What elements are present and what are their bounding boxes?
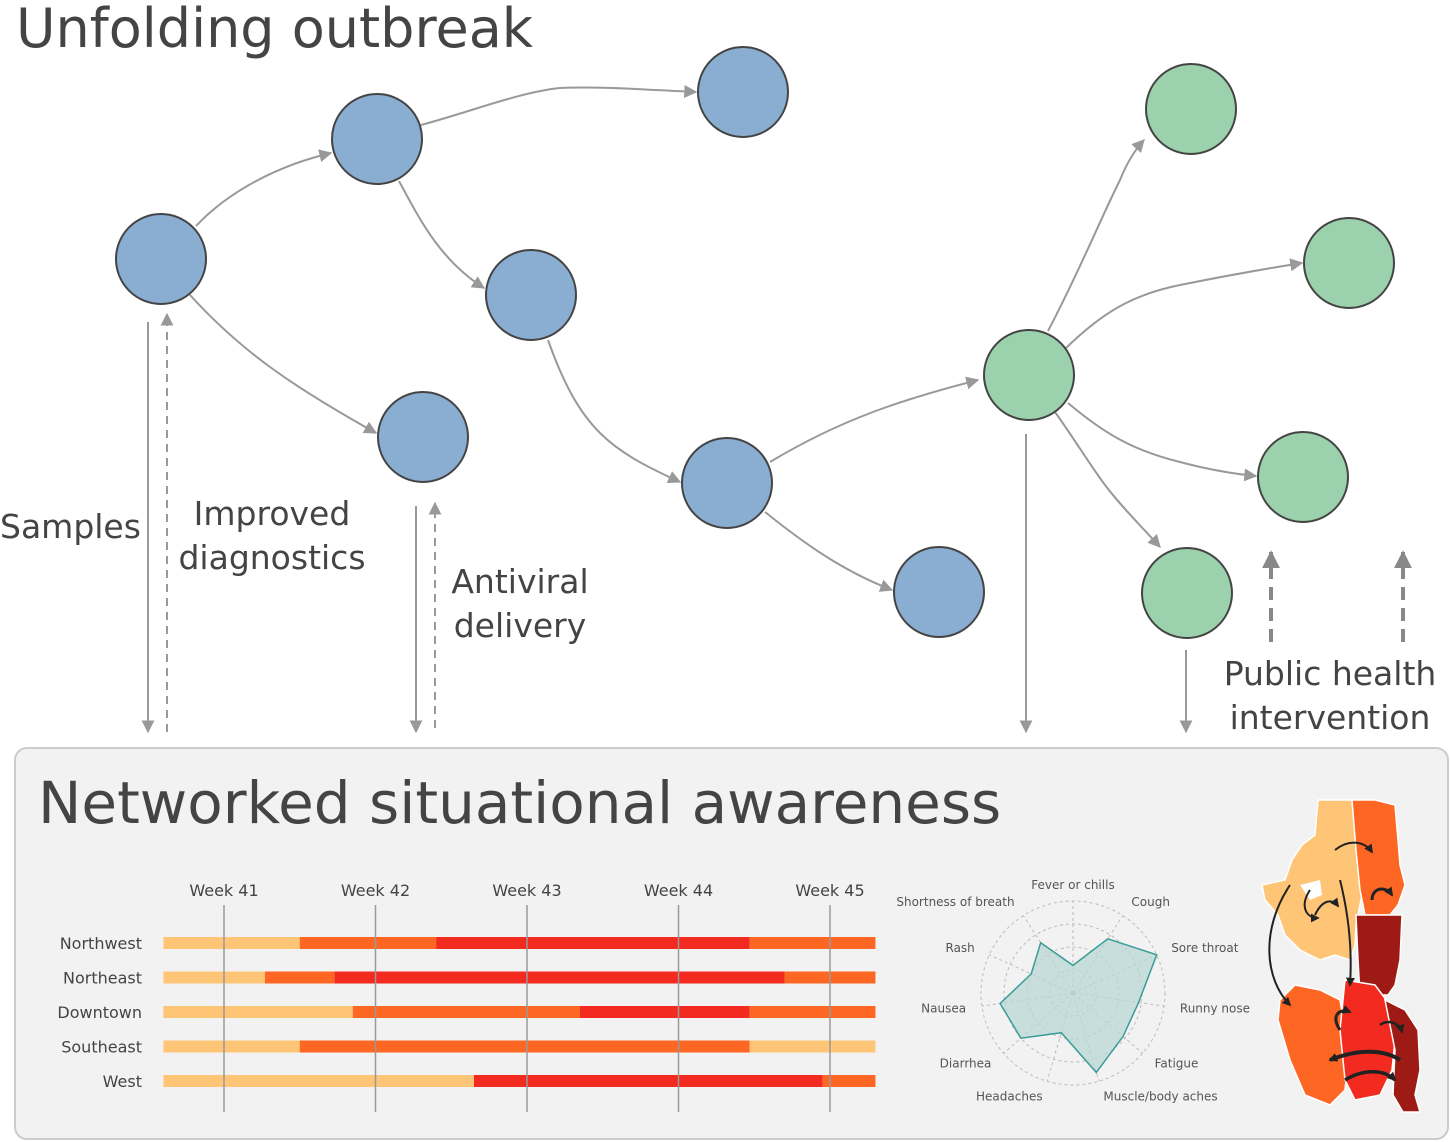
edge-n8-n9 [1047, 139, 1145, 332]
week-label: Week 42 [341, 881, 410, 900]
timeline-segment [749, 1040, 876, 1053]
timeline-row-label: Downtown [57, 1003, 142, 1022]
node-n1 [115, 213, 207, 305]
timeline-segment [352, 1006, 581, 1018]
network-edges [189, 84, 1304, 592]
map-flow-arrow-7 [1334, 1005, 1352, 1031]
edge-n2-n5 [398, 180, 486, 289]
timeline-segment [264, 971, 335, 984]
region-timeline-chart: Northwest Northeast Downtown Southeast West W… [57, 881, 876, 1112]
edge-n6-n7 [764, 511, 894, 592]
timeline-segment [163, 1006, 353, 1018]
map-flow-arrow-2 [1334, 841, 1374, 854]
radar-axis-label: Fever or chills [1031, 878, 1114, 892]
diagram-title: Unfolding outbreak [16, 0, 534, 60]
node-n6 [681, 437, 773, 529]
week-label: Week 45 [795, 881, 864, 900]
timeline-segment [163, 1075, 474, 1087]
map-flow-arrow-6 [1370, 886, 1394, 901]
timeline-segment [299, 1040, 750, 1053]
node-n7 [893, 546, 985, 638]
radar-axis-label: Diarrhea [940, 1057, 992, 1071]
timeline-segment [749, 937, 876, 949]
timeline-segment [822, 1075, 876, 1087]
edge-n8-n12 [1054, 411, 1161, 548]
timeline-segment [163, 937, 300, 949]
edge-n8-n10 [1065, 258, 1304, 349]
week-label: Week 44 [644, 881, 713, 900]
map-flow-arrow-4 [1314, 897, 1340, 916]
panel-title: Networked situational awareness [38, 769, 1001, 837]
improved-diagnostics-label-1: Improved [194, 494, 351, 533]
node-n5 [485, 249, 577, 341]
node-n3 [697, 46, 789, 138]
radar-axis-label: Nausea [921, 1001, 966, 1015]
map-flow-arrow-5 [1303, 889, 1320, 923]
timeline-segment [749, 1006, 876, 1018]
public-health-label-1: Public health [1224, 654, 1437, 693]
timeline-segment [436, 937, 750, 949]
map-bay-cutout [1300, 880, 1322, 900]
edge-n1-n4 [189, 294, 378, 434]
antiviral-delivery-label-2: delivery [454, 606, 587, 645]
map-flow-arrow-3 [1339, 879, 1355, 987]
timeline-row-label: Northwest [60, 934, 142, 953]
intervention-arrows [1262, 550, 1412, 642]
node-n4 [377, 391, 469, 483]
timeline-segment [580, 1006, 750, 1018]
timeline-segment [163, 971, 265, 984]
node-n8 [983, 329, 1075, 421]
timeline-row-label: West [103, 1072, 142, 1091]
map-flow-arrow-9 [1328, 1049, 1402, 1062]
node-n11 [1257, 431, 1349, 523]
improved-diagnostics-label-2: diagnostics [178, 538, 365, 577]
edge-n8-n11 [1067, 402, 1258, 482]
samples-label: Samples [0, 507, 141, 546]
radar-axis-label: Muscle/body aches [1103, 1090, 1217, 1104]
public-health-label-2: intervention [1230, 698, 1431, 737]
edge-n6-n8 [769, 376, 980, 463]
radar-axis-label: Sore throat [1171, 941, 1239, 955]
node-n2 [331, 93, 423, 185]
timeline-segment [334, 971, 785, 984]
radar-axis-label: Rash [946, 941, 975, 955]
radar-axis-label: Runny nose [1180, 1001, 1250, 1015]
edge-n5-n6 [547, 339, 682, 484]
radar-series-area [999, 937, 1158, 1074]
timeline-segment [163, 1040, 300, 1053]
node-n9 [1145, 63, 1237, 155]
symptom-radar-chart: Fever or chills Cough Sore throat Runny nos… [896, 878, 1250, 1104]
week-label: Week 43 [492, 881, 561, 900]
map-flow-arrow-10 [1344, 1070, 1397, 1082]
timeline-segment [473, 1075, 823, 1087]
map-northeast-region [1351, 799, 1406, 916]
radar-axis-label: Headaches [976, 1090, 1043, 1104]
edge-n1-n2 [195, 149, 333, 227]
map-flow-arrow-1 [1268, 884, 1292, 1007]
antiviral-delivery-label-1: Antiviral [451, 562, 588, 601]
map-flow-arrows [1268, 841, 1405, 1082]
timeline-row-label: Southeast [61, 1038, 142, 1057]
map-flow-arrow-8 [1379, 1020, 1405, 1034]
flow-arrows [141, 312, 1193, 734]
radar-axis-label: Fatigue [1155, 1057, 1199, 1071]
week-label: Week 41 [189, 881, 258, 900]
network-nodes [115, 46, 1395, 639]
node-n10 [1303, 217, 1395, 309]
radar-axis-label: Shortness of breath [896, 895, 1014, 909]
timeline-segment [299, 937, 437, 949]
timeline-row-label: Northeast [63, 969, 142, 988]
radar-axis-label: Cough [1131, 895, 1170, 909]
map-west-region [1277, 984, 1349, 1106]
region-map [1261, 799, 1422, 1113]
node-n12 [1141, 547, 1233, 639]
map-downtown-region [1355, 914, 1403, 996]
edge-n2-n3 [420, 84, 698, 126]
